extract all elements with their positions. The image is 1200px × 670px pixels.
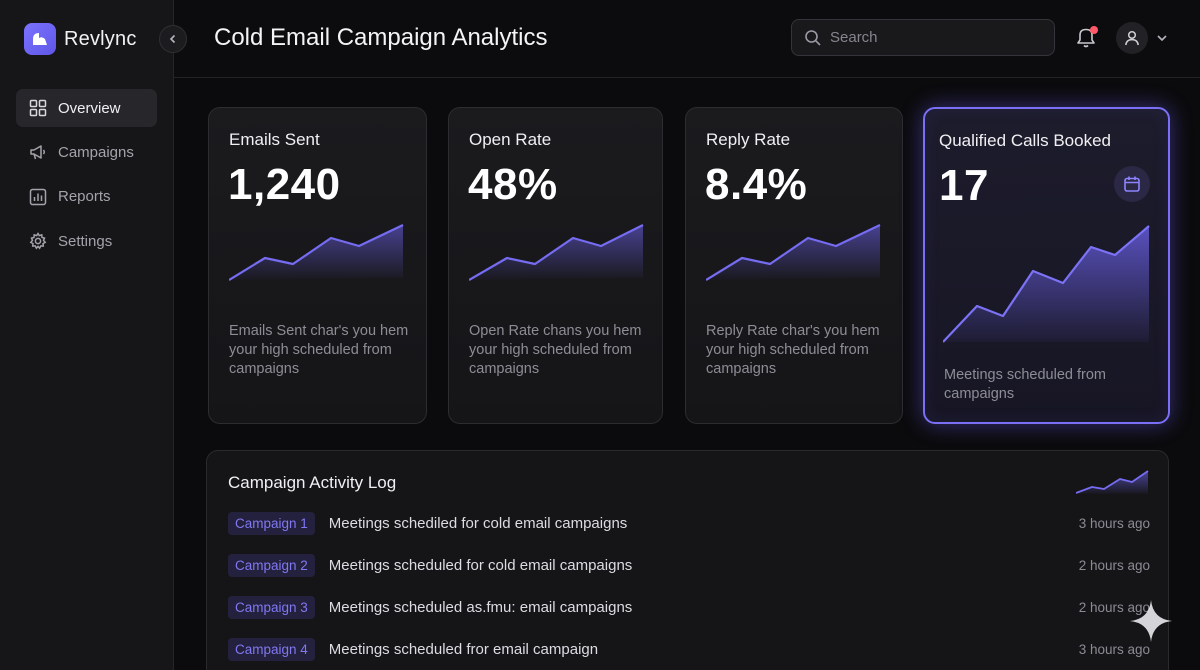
stat-card-reply-rate[interactable]: Reply Rate 8.4% Reply Rate char's you he… [685,107,903,424]
campaign-tag[interactable]: Campaign 2 [228,553,315,577]
chevron-down-icon[interactable] [1156,32,1168,44]
avatar[interactable] [1116,22,1148,54]
sidebar-item-reports[interactable]: Reports [16,178,157,216]
section-title: Campaign Activity Log [228,473,397,492]
sparkline-chart [706,224,881,281]
brand[interactable]: Revlync [24,23,137,55]
campaign-tag[interactable]: Campaign 4 [228,637,315,661]
sidebar-item-campaigns[interactable]: Campaigns [16,133,157,171]
search-icon [805,29,821,46]
card-title: Qualified Calls Booked [939,131,1111,150]
log-timestamp: 2 hours ago [1078,599,1150,615]
stat-card-emails-sent[interactable]: Emails Sent 1,240 Emails Sent char's you… [208,107,427,424]
area-chart [943,225,1150,343]
sidebar: Revlync Overview Campaigns [0,0,174,670]
card-value: 48% [468,160,558,209]
campaign-tag[interactable]: Campaign 3 [228,595,315,619]
card-description: Open Rate chans you hem your high schedu… [469,323,642,377]
log-message: Meetings scheduled as.fmu: email campaig… [328,598,633,616]
card-description: Reply Rate char's you hem your high sche… [706,323,880,377]
brand-name: Revlync [64,27,137,50]
card-title: Emails Sent [229,130,320,149]
log-row[interactable]: Campaign 3 Meetings scheduled as.fmu: em… [228,595,1150,619]
stat-card-qualified-calls[interactable]: Qualified Calls Booked 17 Meetings sched… [923,107,1170,424]
log-message: Meetings scheduled for cold email campai… [328,556,633,574]
gear-icon [28,231,48,251]
chevron-left-icon [169,34,176,44]
megaphone-icon [28,142,48,162]
sidebar-item-overview[interactable]: Overview [16,89,157,127]
search-box[interactable] [791,19,1055,56]
calendar-icon [1114,166,1150,202]
notifications-button[interactable] [1074,25,1100,51]
sidebar-item-settings[interactable]: Settings [16,222,157,260]
brand-logo-icon [24,23,56,55]
collapse-sidebar-button[interactable] [159,25,187,53]
header: Cold Email Campaign Analytics [174,0,1200,78]
card-value: 8.4% [705,160,808,209]
stat-card-open-rate[interactable]: Open Rate 48% Open Rate chans you hem yo… [448,107,663,424]
user-icon [1125,30,1139,46]
search-input[interactable] [830,29,1030,46]
campaign-tag[interactable]: Campaign 1 [228,511,315,535]
sparkle-icon [1130,600,1172,642]
page-title: Cold Email Campaign Analytics [214,24,548,51]
card-description: Meetings scheduled from campaigns [944,367,1106,402]
card-value: 1,240 [228,160,341,209]
card-value: 17 [939,161,989,210]
log-message: Meetings schediled for cold email campai… [328,514,628,532]
log-message: Meetings scheduled fror email campaign [328,640,599,658]
card-title: Reply Rate [706,130,791,149]
bar-chart-icon [28,187,48,207]
log-row[interactable]: Campaign 1 Meetings schediled for cold e… [228,511,1150,535]
profile-menu[interactable] [1116,22,1168,54]
log-timestamp: 3 hours ago [1078,641,1150,657]
sparkline-chart [469,224,644,281]
notification-dot [1090,26,1098,34]
card-title: Open Rate [469,130,552,149]
sidebar-item-label: Campaigns [58,143,134,161]
log-row[interactable]: Campaign 4 Meetings scheduled fror email… [228,637,1150,661]
log-timestamp: 2 hours ago [1078,557,1150,573]
campaign-activity-log: Campaign Activity Log Campaign 1 Meeting… [206,450,1169,670]
log-row[interactable]: Campaign 2 Meetings scheduled for cold e… [228,553,1150,577]
sidebar-item-label: Settings [58,232,113,250]
sparkline-chart [1076,470,1149,494]
log-timestamp: 3 hours ago [1078,515,1150,531]
grid-icon [28,98,48,118]
sparkline-chart [229,224,404,281]
sidebar-nav: Overview Campaigns Reports [16,89,157,267]
sidebar-item-label: Overview [58,99,121,117]
bell-icon [1077,28,1095,48]
card-description: Emails Sent char's you hem your high sch… [229,323,409,377]
sidebar-item-label: Reports [58,188,111,206]
